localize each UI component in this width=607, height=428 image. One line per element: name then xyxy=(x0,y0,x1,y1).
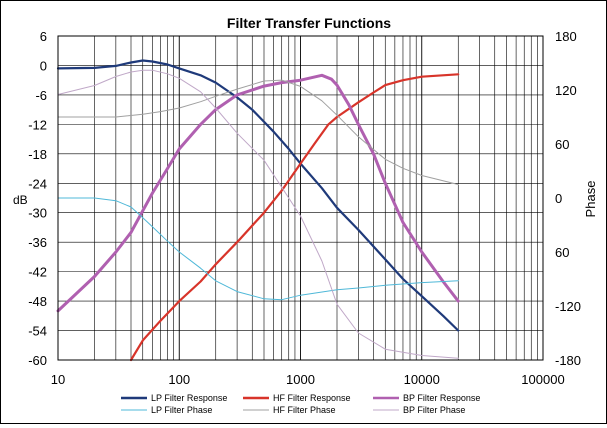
y-tick-label: -54 xyxy=(28,324,47,339)
legend-label-hf-filter-response: HF Filter Response xyxy=(273,393,351,403)
y-tick-label: 0 xyxy=(40,58,47,73)
x-tick-label: 10000 xyxy=(404,372,440,387)
legend: LP Filter Response HF Filter Response BP F… xyxy=(121,393,480,415)
y-axis-label: dB xyxy=(13,193,28,207)
series-lines xyxy=(56,59,460,362)
y-tick-label: -36 xyxy=(28,235,47,250)
series-line-hf-filter-response xyxy=(129,73,460,362)
legend-label-hf-filter-phase: HF Filter Phase xyxy=(273,405,336,415)
x-tick-label: 100000 xyxy=(521,372,564,387)
plot-area-border xyxy=(57,35,544,361)
series-line-lp-filter-response xyxy=(56,59,460,332)
y2-tick-label: 60 xyxy=(555,137,569,152)
y-tick-label: -48 xyxy=(28,294,47,309)
legend-label-lp-filter-response: LP Filter Response xyxy=(151,393,227,403)
tick-labels: 10 100 1000 10000 10000060-6-12-18-24-30-36-… xyxy=(28,29,581,387)
y-tick-label: -18 xyxy=(28,147,47,162)
x-tick-label: 1000 xyxy=(286,372,315,387)
y-tick-label: 6 xyxy=(40,29,47,44)
y-tick-label: -6 xyxy=(35,88,47,103)
legend-label-bp-filter-phase: BP Filter Phase xyxy=(403,405,465,415)
legend-label-bp-filter-response: BP Filter Response xyxy=(403,393,480,403)
y2-tick-label: 0 xyxy=(555,191,562,206)
chart-title: Filter Transfer Functions xyxy=(227,15,391,31)
y-tick-label: -60 xyxy=(28,353,47,368)
series-line-bp-filter-phase xyxy=(57,69,459,359)
y2-tick-label: 120 xyxy=(555,83,577,98)
x-tick-label: 100 xyxy=(168,372,190,387)
y2-axis-label: Phase xyxy=(583,181,598,218)
grid xyxy=(57,35,543,361)
y-tick-label: -12 xyxy=(28,117,47,132)
y-tick-label: -30 xyxy=(28,206,47,221)
series-line-lp-filter-phase xyxy=(57,197,459,301)
y2-tick-label: 60 xyxy=(555,245,569,260)
x-tick-label: 10 xyxy=(51,372,65,387)
y2-tick-label: -180 xyxy=(555,353,581,368)
series-line-hf-filter-phase xyxy=(57,79,459,185)
y-tick-label: -42 xyxy=(28,265,47,280)
y2-tick-label: -120 xyxy=(555,299,581,314)
legend-label-lp-filter-phase: LP Filter Phase xyxy=(151,405,212,415)
y2-tick-label: 180 xyxy=(555,29,577,44)
series-line-bp-filter-response xyxy=(56,73,460,313)
y-tick-label: -24 xyxy=(28,176,47,191)
